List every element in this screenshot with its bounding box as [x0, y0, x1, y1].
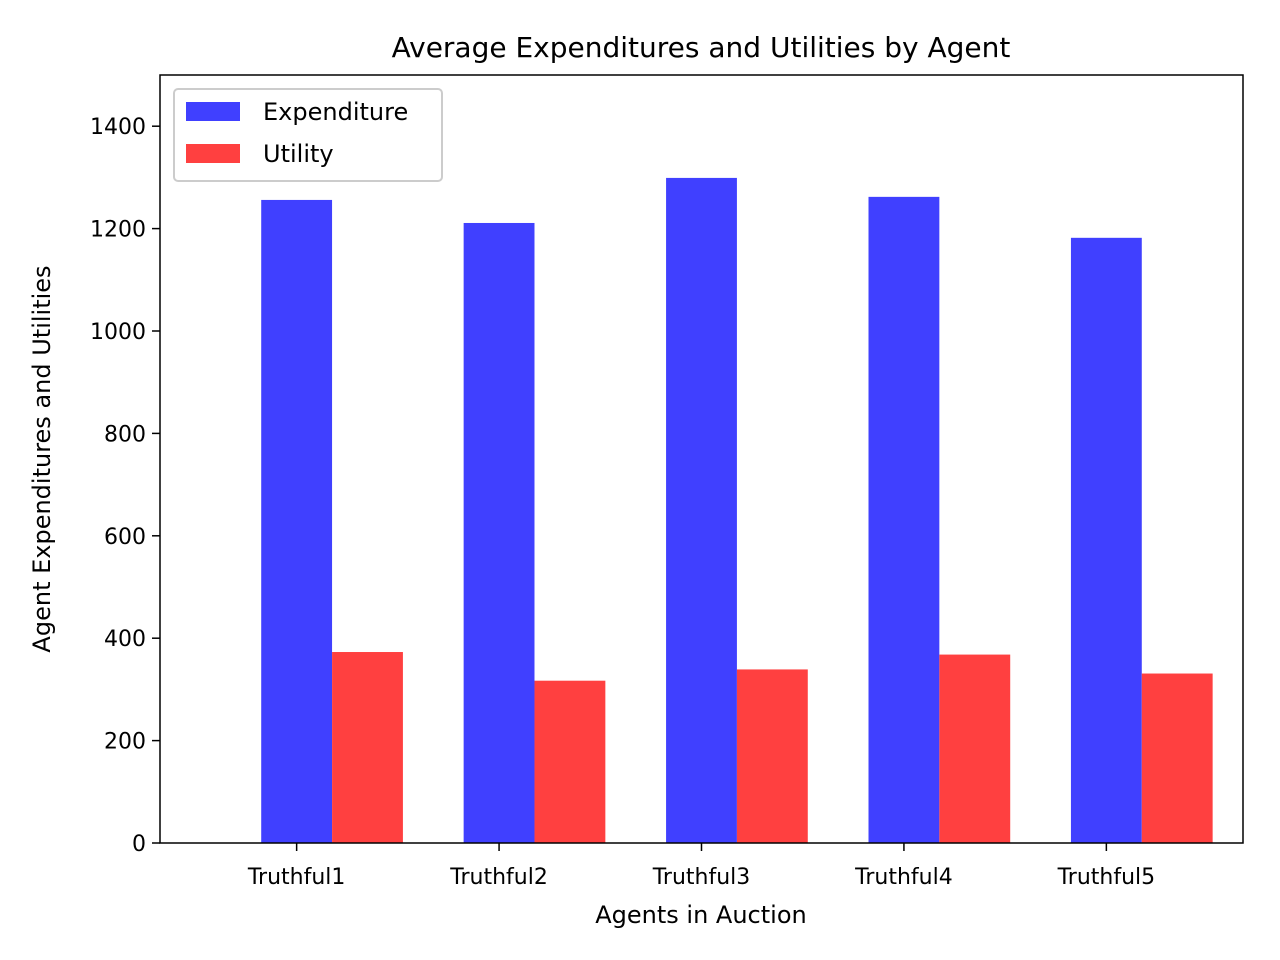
x-tick-label: Truthful4 — [854, 865, 953, 890]
legend-label-expenditure: Expenditure — [263, 98, 408, 126]
bar-utility-truthful3 — [736, 669, 808, 843]
y-tick-label: 1000 — [90, 320, 146, 345]
legend-label-utility: Utility — [263, 140, 334, 168]
x-tick-label: Truthful1 — [247, 865, 346, 890]
y-axis: 0 200 400 600 800 1000 1200 1400 — [90, 115, 160, 857]
x-tick-label: Truthful2 — [449, 865, 548, 890]
legend: Expenditure Utility — [173, 88, 443, 182]
y-tick-label: 1400 — [90, 115, 146, 140]
bar-expenditure-truthful4 — [868, 196, 940, 844]
bar-expenditure-truthful1 — [261, 199, 333, 843]
x-tick-label: Truthful5 — [1057, 865, 1156, 890]
x-axis-label: Agents in Auction — [595, 901, 806, 929]
bars-group — [261, 177, 1213, 844]
bar-expenditure-truthful5 — [1070, 237, 1142, 843]
bar-utility-truthful5 — [1141, 673, 1213, 843]
y-tick-label: 800 — [104, 422, 146, 447]
legend-box — [173, 88, 443, 182]
chart-title: Average Expenditures and Utilities by Ag… — [392, 31, 1011, 64]
bar-utility-truthful4 — [939, 654, 1011, 843]
bar-expenditure-truthful2 — [463, 222, 535, 844]
y-axis-label: Agent Expenditures and Utilities — [28, 265, 56, 652]
x-tick-label: Truthful3 — [652, 865, 751, 890]
bar-expenditure-truthful3 — [666, 177, 737, 843]
y-tick-label: 0 — [132, 832, 146, 857]
legend-swatch-utility — [186, 144, 240, 163]
y-tick-label: 200 — [104, 730, 146, 755]
y-tick-label: 1200 — [90, 218, 146, 243]
y-tick-label: 600 — [104, 525, 146, 550]
y-tick-label: 400 — [104, 627, 146, 652]
x-axis: Truthful1 Truthful2 Truthful3 Truthful4 Trut… — [247, 843, 1155, 890]
legend-swatch-expenditure — [186, 102, 240, 121]
bar-utility-truthful1 — [332, 652, 403, 843]
bar-utility-truthful2 — [534, 680, 606, 843]
